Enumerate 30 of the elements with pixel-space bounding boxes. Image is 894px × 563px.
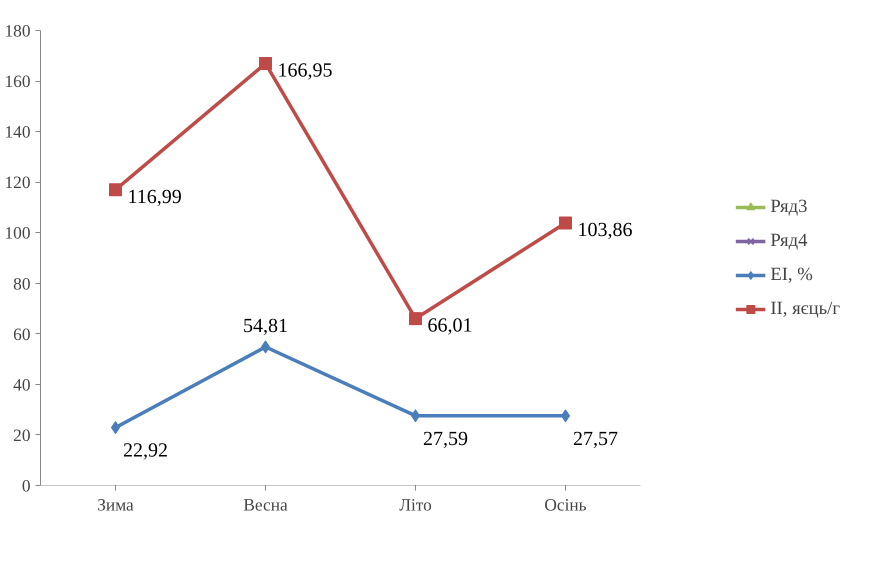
y-tick-label: 180 [4,22,31,40]
y-tick-label: 0 [22,476,31,496]
y-tick-label: 100 [4,224,31,243]
y-tick-label: 40 [13,375,30,394]
point [109,183,122,196]
data-label: 27,59 [423,428,468,450]
legend-label: Ряд3 [770,196,808,218]
y-tick-label: 80 [13,274,30,294]
data-label: 66,01 [428,314,472,337]
point [259,56,272,70]
legend-label: ІІ, яєць/г [770,298,840,320]
x-tick-label: Зима [97,496,134,514]
x-tick-label: Осінь [544,496,587,514]
y-tick-label: 120 [4,173,31,192]
y-tick-label: 160 [4,72,31,92]
data-label: 27,57 [573,428,618,450]
data-label: 22,92 [123,440,168,462]
y-tick-label: 140 [4,122,31,142]
point [559,216,572,230]
y-tick-label: 60 [13,324,30,344]
y-tick-label: 20 [13,426,30,445]
point [409,312,422,326]
legend-label: EI, % [770,264,813,286]
x-tick-label: Весна [243,496,288,514]
data-label: 103,86 [578,218,632,241]
data-label: 166,95 [278,59,332,82]
data-label: 116,99 [128,186,182,208]
data-label: 54,81 [243,314,288,337]
x-tick-label: Літо [399,496,432,514]
legend-label: Ряд4 [770,230,808,252]
